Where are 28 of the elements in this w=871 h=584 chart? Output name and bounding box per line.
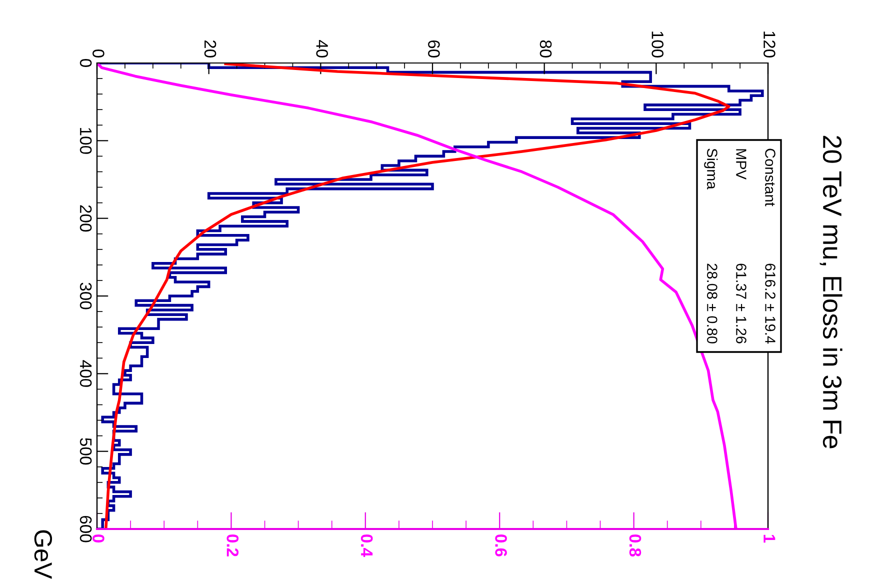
- y-tick-label: 300: [80, 282, 92, 310]
- x-tick-label: 40: [316, 40, 328, 58]
- annotation: MPV: [736, 149, 746, 180]
- x2-tick-label: 0.8: [629, 534, 642, 557]
- x2-tick-label: 0.4: [360, 534, 373, 557]
- x-tick-label: 120: [764, 32, 776, 58]
- text: 20 TeV mu, Eloss in 3m Fe: [820, 136, 842, 448]
- x-tick-label: 60: [428, 40, 440, 58]
- annotation: Sigma: [704, 148, 718, 190]
- annotation: 61.37 ± 1.26: [736, 264, 746, 344]
- x2-tick-label: 0: [92, 534, 104, 542]
- x2-tick-label: 0.2: [226, 534, 239, 556]
- annotation: 616.2 ± 19.4: [765, 264, 776, 344]
- x2-tick-label: 1: [764, 534, 776, 543]
- y-axis-title: GeV: [34, 530, 52, 579]
- annotation: Constant: [765, 148, 776, 206]
- x-tick-label: 20: [204, 40, 216, 58]
- y-tick-label: 400: [80, 360, 92, 387]
- x2-tick-label: 0.6: [495, 534, 507, 556]
- y-tick-label: 200: [80, 205, 92, 232]
- annotation: 28.08 ± 0.80: [706, 264, 718, 344]
- y-tick-label: 0: [80, 59, 92, 67]
- x-tick-label: 0: [92, 50, 104, 58]
- y-tick-label: 500: [80, 438, 92, 465]
- y-tick-label: 600: [80, 516, 92, 542]
- x-tick-label: 100: [652, 32, 664, 58]
- x-tick-label: 80: [540, 40, 552, 58]
- y-tick-label: 100: [80, 128, 92, 154]
